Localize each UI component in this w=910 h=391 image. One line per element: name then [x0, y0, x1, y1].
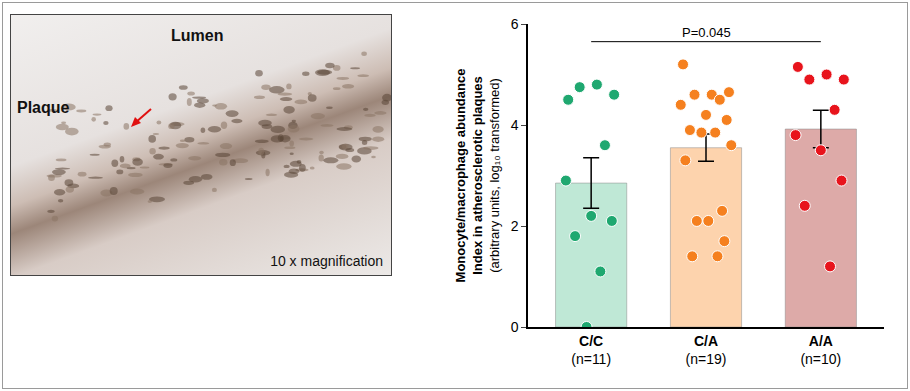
svg-text:6: 6: [511, 16, 519, 32]
html-text:Lumen: Lumen: [171, 27, 224, 44]
svg-text:P=0.045: P=0.045: [682, 25, 731, 40]
html-text:Plaque: Plaque: [17, 99, 70, 116]
svg-text:0: 0: [511, 319, 519, 335]
svg-text:2: 2: [511, 218, 519, 234]
html-text:10 x magnification: 10 x magnification: [270, 253, 383, 269]
svg-text:Monocyte/macrophage abundanceI: Monocyte/macrophage abundanceIndex in at…: [453, 69, 502, 283]
svg-text:A/A(n=10): A/A(n=10): [800, 333, 841, 367]
svg-text:C/A(n=19): C/A(n=19): [686, 333, 727, 367]
svg-text:C/C(n=11): C/C(n=11): [571, 333, 611, 367]
svg-text:4: 4: [511, 117, 519, 133]
